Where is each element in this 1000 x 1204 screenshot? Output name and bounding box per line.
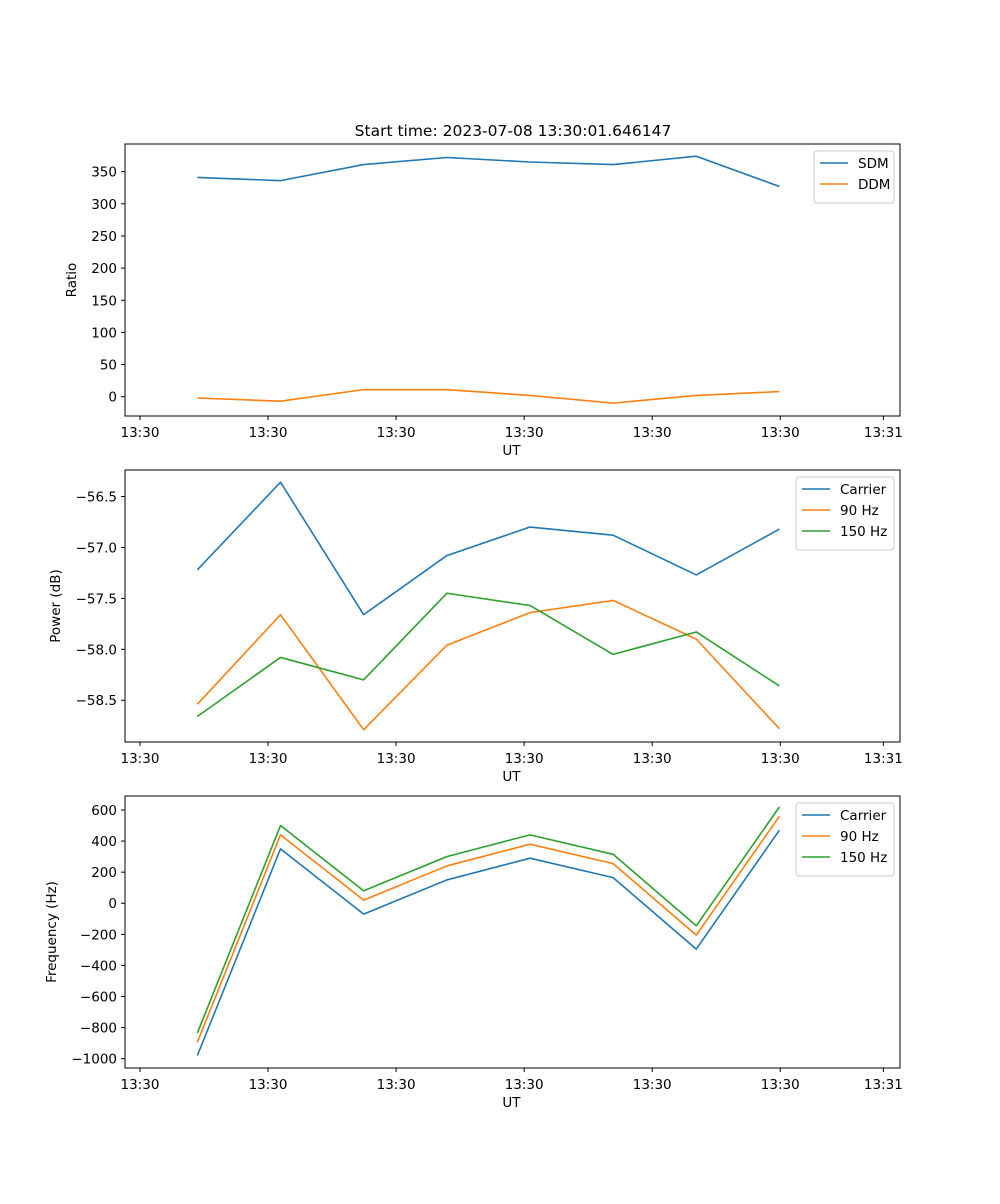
x-tick-label: 13:30 <box>377 425 416 441</box>
chart-panel-2: 13:30 13:30 13:30 13:30 13:30 13:30 13:31 −58.5… <box>48 470 903 785</box>
y-tick-label: −58.0 <box>76 642 117 658</box>
y-tick-label: 200 <box>91 261 117 277</box>
y-tick-label: −57.5 <box>76 591 117 607</box>
legend-label: 150 Hz <box>840 524 887 540</box>
x-tick-label: 13:30 <box>505 1077 544 1093</box>
chart-panel-1: 13:30 13:30 13:30 13:30 13:30 13:30 13:31 0 50 10… <box>64 144 903 459</box>
y-tick-label: −56.5 <box>76 489 117 505</box>
y-tick-label: 100 <box>91 325 117 341</box>
x-tick-label: 13:31 <box>864 1077 903 1093</box>
y-tick-label: 600 <box>91 803 117 819</box>
y-tick-label: −1000 <box>71 1052 117 1068</box>
y-tick-label: 150 <box>91 293 117 309</box>
y-tick-label: −600 <box>80 990 117 1006</box>
y-tick-label: −800 <box>80 1021 117 1037</box>
x-tick-label: 13:30 <box>121 751 160 767</box>
figure-title: Start time: 2023-07-08 13:30:01.646147 <box>355 122 672 140</box>
y-tick-label: −57.0 <box>76 540 117 556</box>
x-tick-label: 13:30 <box>505 751 544 767</box>
series-line-sdm <box>197 156 779 186</box>
y-tick-label: 250 <box>91 229 117 245</box>
legend-label: DDM <box>858 177 890 193</box>
x-tick-label: 13:30 <box>249 751 288 767</box>
x-tick-label: 13:30 <box>633 425 672 441</box>
x-tick-label: 13:30 <box>121 1077 160 1093</box>
series-line-carrier <box>197 830 779 1055</box>
y-tick-label: 0 <box>108 390 117 406</box>
series-line-carrier <box>197 482 779 614</box>
legend: Carrier 90 Hz 150 Hz <box>796 477 894 550</box>
y-tick-label: 350 <box>91 165 117 181</box>
y-tick-label: 300 <box>91 197 117 213</box>
series-line-150-hz <box>197 593 779 716</box>
x-tick-label: 13:30 <box>633 1077 672 1093</box>
x-tick-label: 13:30 <box>761 751 800 767</box>
axes-frame <box>125 470 900 742</box>
x-axis-label: UT <box>502 1095 521 1111</box>
legend-label: SDM <box>858 156 889 172</box>
series-line-ddm <box>197 390 779 404</box>
legend: Carrier 90 Hz 150 Hz <box>796 803 894 876</box>
series-line-150-hz <box>197 807 779 1033</box>
legend-label: 90 Hz <box>840 503 879 519</box>
y-tick-label: −400 <box>80 958 117 974</box>
x-tick-label: 13:30 <box>121 425 160 441</box>
legend-label: Carrier <box>840 482 887 498</box>
y-tick-label: −200 <box>80 927 117 943</box>
x-tick-label: 13:30 <box>761 425 800 441</box>
y-tick-label: 400 <box>91 834 117 850</box>
y-tick-label: −58.5 <box>76 693 117 709</box>
y-tick-label: 50 <box>100 358 117 374</box>
y-axis-label: Ratio <box>64 263 80 298</box>
x-tick-label: 13:30 <box>761 1077 800 1093</box>
y-tick-label: 0 <box>108 896 117 912</box>
x-tick-label: 13:30 <box>377 1077 416 1093</box>
legend-label: 150 Hz <box>840 850 887 866</box>
x-axis-label: UT <box>502 443 521 459</box>
legend-label: 90 Hz <box>840 829 879 845</box>
x-axis-label: UT <box>502 769 521 785</box>
x-tick-label: 13:30 <box>633 751 672 767</box>
series-line-90-hz <box>197 816 779 1042</box>
y-axis-label: Power (dB) <box>48 569 64 642</box>
x-tick-label: 13:30 <box>505 425 544 441</box>
x-tick-label: 13:30 <box>249 425 288 441</box>
x-tick-label: 13:30 <box>377 751 416 767</box>
series-line-90-hz <box>197 600 779 729</box>
legend: SDM DDM <box>814 151 894 203</box>
chart-panel-3: 13:30 13:30 13:30 13:30 13:30 13:30 13:31 −1000… <box>44 796 903 1111</box>
x-tick-label: 13:30 <box>249 1077 288 1093</box>
legend-label: Carrier <box>840 808 887 824</box>
x-tick-label: 13:31 <box>864 751 903 767</box>
axes-frame <box>125 144 900 416</box>
y-axis-label: Frequency (Hz) <box>44 881 60 983</box>
x-tick-label: 13:31 <box>864 425 903 441</box>
y-tick-label: 200 <box>91 865 117 881</box>
